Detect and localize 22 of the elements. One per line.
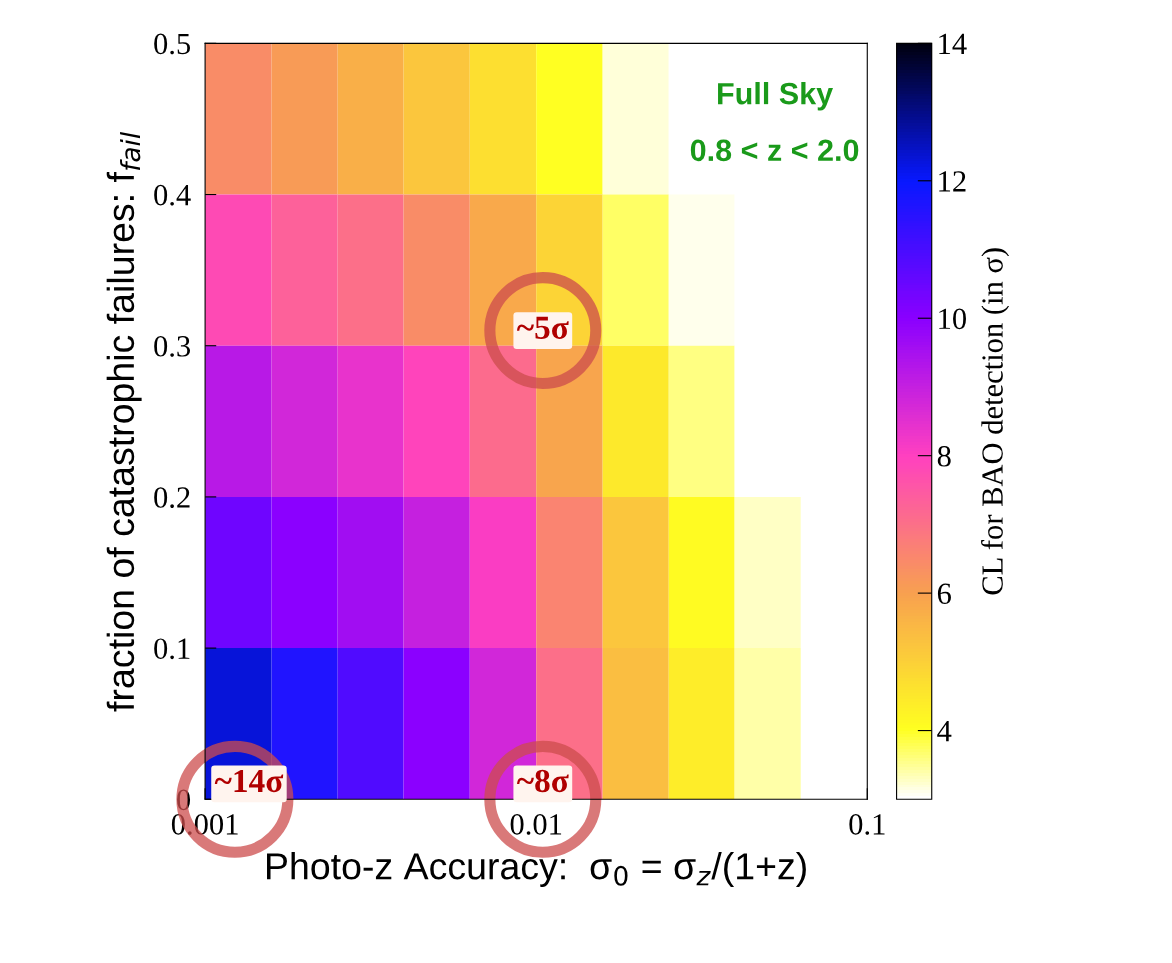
color-bar-label: 10 bbox=[939, 308, 966, 330]
y-axis-title: fraction of catastrophic failures: f$_{fail}$ bbox=[106, 131, 142, 712]
y-tick-label: 0.3 bbox=[154, 336, 191, 357]
x-tick-label: 0.01 bbox=[510, 814, 562, 835]
x-axis-title: Photo-z Accuracy: σ$_{0}$ = σ$_{z}$/(1+z) bbox=[267, 852, 806, 887]
y-tick-label: 0.4 bbox=[154, 184, 191, 206]
annotation: 0.8 < z < 2.0 bbox=[690, 139, 859, 162]
y-tick-label: 0.5 bbox=[154, 33, 191, 55]
color-bar-label: 4 bbox=[937, 721, 952, 742]
y-tick-label: 0.1 bbox=[154, 638, 190, 660]
annotation: ~8σ bbox=[517, 769, 569, 793]
x-tick-label: 0.001 bbox=[171, 814, 238, 835]
color-bar-title: CL for BAO detection (in σ) bbox=[981, 248, 1010, 595]
x-tick-label: 0.1 bbox=[849, 814, 885, 835]
color-bar-label: 14 bbox=[939, 33, 967, 54]
annotation: Full Sky bbox=[718, 82, 833, 111]
y-tick-label: 0.2 bbox=[154, 487, 190, 508]
color-bar-label: 8 bbox=[937, 445, 951, 467]
annotation: ~5σ bbox=[517, 316, 569, 339]
color-bar-label: 6 bbox=[937, 583, 951, 605]
color-bar-label: 12 bbox=[939, 171, 966, 192]
annotation: ~14σ bbox=[214, 769, 284, 793]
